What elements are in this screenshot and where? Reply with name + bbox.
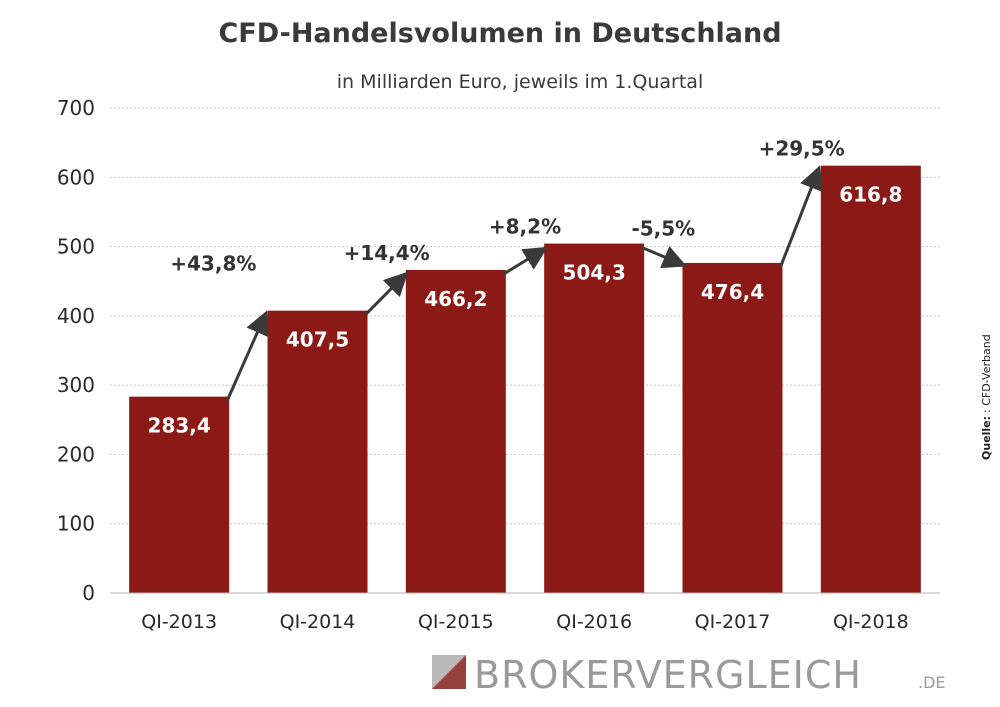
y-tick-label: 100 <box>57 512 95 536</box>
logo-text: BROKERVERGLEICH <box>474 653 862 697</box>
data-label: 407,5 <box>286 328 349 352</box>
x-tick-label: QI-2016 <box>556 611 632 633</box>
source-value: : CFD-Verband <box>980 334 993 413</box>
x-tick-label: QI-2017 <box>695 611 771 633</box>
logo-tld: .DE <box>918 673 946 692</box>
change-arrow <box>225 310 269 402</box>
x-tick-label: QI-2014 <box>280 611 356 633</box>
change-label: -5,5% <box>631 217 695 241</box>
change-label: +43,8% <box>170 252 256 276</box>
change-arrow <box>503 246 548 276</box>
y-tick-label: 300 <box>57 373 95 397</box>
y-tick-label: 600 <box>57 165 95 189</box>
logo-mark-diagonal <box>432 655 466 689</box>
chart-subtitle: in Milliarden Euro, jeweils im 1.Quartal <box>337 71 703 93</box>
data-label: 504,3 <box>563 261 626 285</box>
bar <box>405 269 506 593</box>
bar <box>820 165 921 593</box>
change-arrows: +43,8% +14,4% +8,2% -5,5% +29,5% <box>170 137 845 402</box>
x-axis: QI-2013 QI-2014 QI-2015 QI-2016 QI-2017 QI-20… <box>110 592 940 633</box>
grid-lines <box>110 107 940 525</box>
data-label: 476,4 <box>701 280 764 304</box>
y-tick-label: 500 <box>57 235 95 259</box>
bar <box>267 310 368 593</box>
bars: 283,4 407,5 466,2 504,3 476,4 616,8 <box>129 165 921 593</box>
y-tick-label: 200 <box>57 442 95 466</box>
source-note: Quelle: : CFD-Verband <box>980 334 993 460</box>
y-axis: 0 100 200 300 400 500 600 700 <box>57 96 95 605</box>
change-arrow <box>641 246 687 269</box>
x-tick-label: QI-2013 <box>141 611 217 633</box>
y-tick-label: 700 <box>57 96 95 120</box>
data-label: 283,4 <box>148 414 211 438</box>
y-tick-label: 400 <box>57 304 95 328</box>
change-arrow <box>779 165 823 268</box>
data-label: 616,8 <box>839 183 902 207</box>
bar <box>129 396 230 593</box>
change-label: +14,4% <box>344 241 430 265</box>
x-tick-label: QI-2018 <box>833 611 909 633</box>
change-label: +8,2% <box>489 215 561 239</box>
bar <box>544 243 645 593</box>
bar <box>682 262 783 593</box>
chart-title: CFD-Handelsvolumen in Deutschland <box>218 18 781 49</box>
change-arrow <box>364 271 409 316</box>
change-label: +29,5% <box>759 137 845 161</box>
source-label: Quelle: <box>980 416 993 460</box>
y-tick-label: 0 <box>82 581 95 605</box>
x-tick-label: QI-2015 <box>418 611 494 633</box>
data-label: 466,2 <box>424 287 487 311</box>
brand-logo: BROKERVERGLEICH .DE <box>432 653 946 697</box>
